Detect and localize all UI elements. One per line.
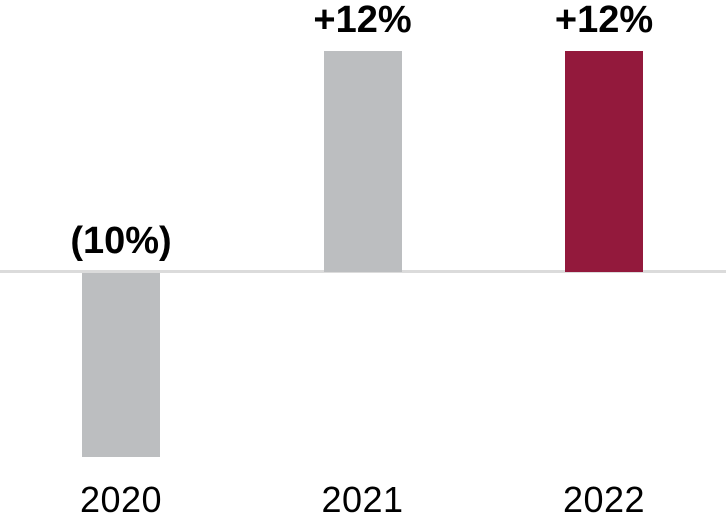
x-tick-label-2022: 2022 <box>562 479 646 520</box>
bar-2020 <box>82 273 160 457</box>
bar-value-label-2022: +12% <box>554 0 654 41</box>
x-tick-label-2020: 2020 <box>79 479 163 520</box>
bar-2022 <box>565 51 643 272</box>
bar-value-label-2021: +12% <box>313 0 412 41</box>
bar-value-label-2020: (10%) <box>70 220 172 262</box>
x-tick-label-2021: 2021 <box>321 479 404 520</box>
bar-2021 <box>323 51 402 272</box>
